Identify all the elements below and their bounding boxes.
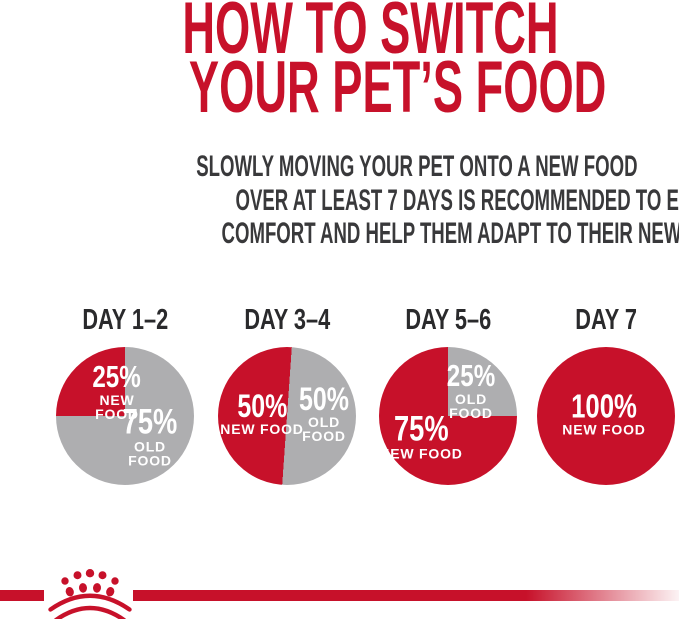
new-food-slice-label: 50% NEW FOOD — [220, 387, 304, 438]
new-food-slice-label: 100% NEW FOOD — [562, 387, 646, 438]
food-name: OLD FOOD — [449, 390, 493, 421]
page-title-line-2: YOUR PET’S FOOD — [188, 47, 607, 128]
page-title-line-1: HOW TO SWITCH — [181, 0, 559, 69]
subtitle: SLOWLY MOVING YOUR PET ONTO A NEW FOOD O… — [61, 150, 679, 251]
new-food-slice-label: 75% NEW FOOD — [379, 409, 463, 462]
percent-value: 75% — [122, 402, 178, 442]
pie-day-7: 100% NEW FOOD — [537, 347, 675, 485]
pie-day-3-4: 50% NEW FOOD 50% OLD FOOD — [218, 347, 356, 485]
percent-value: 100% — [571, 387, 637, 425]
bottom-bar-right-segment — [133, 590, 679, 601]
old-food-slice-label: 25% OLD FOOD — [440, 358, 502, 421]
pie-day-1-2: 25% NEW FOOD 75% OLD FOOD — [56, 347, 194, 485]
percent-value: 25% — [92, 359, 142, 395]
chart-day-1-2: DAY 1–2 25% NEW FOOD 75% OLD FOOD — [56, 306, 194, 516]
new-food-slice-label: 25% NEW FOOD — [79, 359, 156, 422]
percent-value: 75% — [393, 409, 449, 449]
subtitle-line-1: SLOWLY MOVING YOUR PET ONTO A NEW FOOD — [196, 150, 638, 183]
old-food-slice-label: 75% OLD FOOD — [115, 402, 185, 469]
food-name: NEW FOOD — [379, 445, 463, 462]
percent-value: 50% — [237, 387, 287, 424]
chart-day-3-4: DAY 3–4 50% NEW FOOD 50% OLD FOOD — [218, 306, 356, 516]
food-name: NEW FOOD — [95, 391, 139, 422]
subtitle-line-3: COMFORT AND HELP THEM ADAPT TO THEIR NEW… — [221, 217, 679, 250]
percent-value: 25% — [446, 358, 496, 394]
food-name: NEW FOOD — [220, 421, 304, 438]
chart-day-7: DAY 7 100% NEW FOOD — [537, 306, 675, 516]
food-name: OLD FOOD — [302, 414, 346, 445]
royal-canin-crown-icon — [48, 569, 132, 619]
pie-day-5-6: 25% OLD FOOD 75% NEW FOOD — [379, 347, 517, 485]
day-heading: DAY 1–2 — [82, 304, 168, 336]
page-title: HOW TO SWITCH YOUR PET’S FOOD — [61, 0, 679, 128]
percent-value: 50% — [299, 380, 349, 417]
day-heading: DAY 7 — [575, 304, 637, 336]
old-food-slice-label: 50% OLD FOOD — [292, 380, 356, 445]
bottom-bar-left-segment — [0, 590, 44, 601]
food-name: NEW FOOD — [562, 421, 646, 438]
food-name: OLD FOOD — [128, 438, 172, 469]
day-heading: DAY 3–4 — [244, 304, 330, 336]
day-heading: DAY 5–6 — [405, 304, 491, 336]
chart-day-5-6: DAY 5–6 25% OLD FOOD 75% NEW FOOD — [379, 306, 517, 516]
subtitle-line-2: OVER AT LEAST 7 DAYS IS RECOMMENDED TO E… — [235, 183, 679, 217]
